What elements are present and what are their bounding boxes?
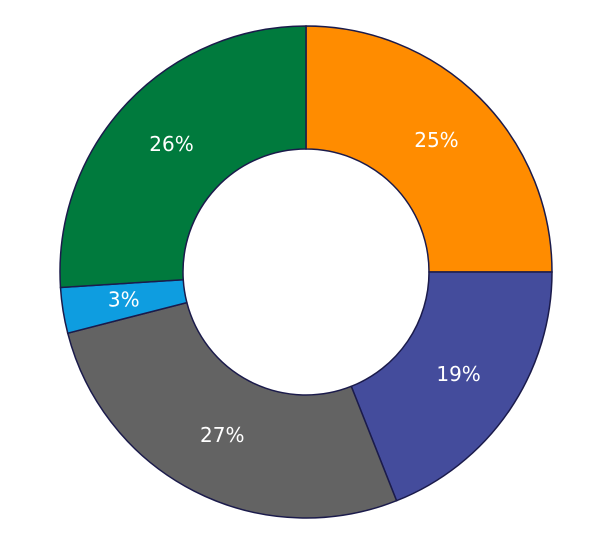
slice-label: 26% [149,132,193,156]
slice-label: 3% [108,287,140,311]
slice-label: 27% [200,423,244,447]
donut-slice [305,25,553,273]
donut-slice [59,25,307,289]
donut-slice [66,301,398,519]
slice-label: 19% [436,362,480,386]
donut-slice [350,271,553,502]
slice-label: 25% [414,128,458,152]
